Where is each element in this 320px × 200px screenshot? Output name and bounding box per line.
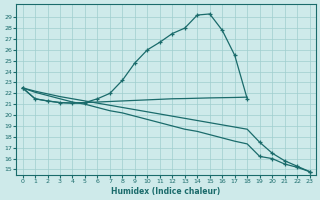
X-axis label: Humidex (Indice chaleur): Humidex (Indice chaleur) xyxy=(111,187,221,196)
